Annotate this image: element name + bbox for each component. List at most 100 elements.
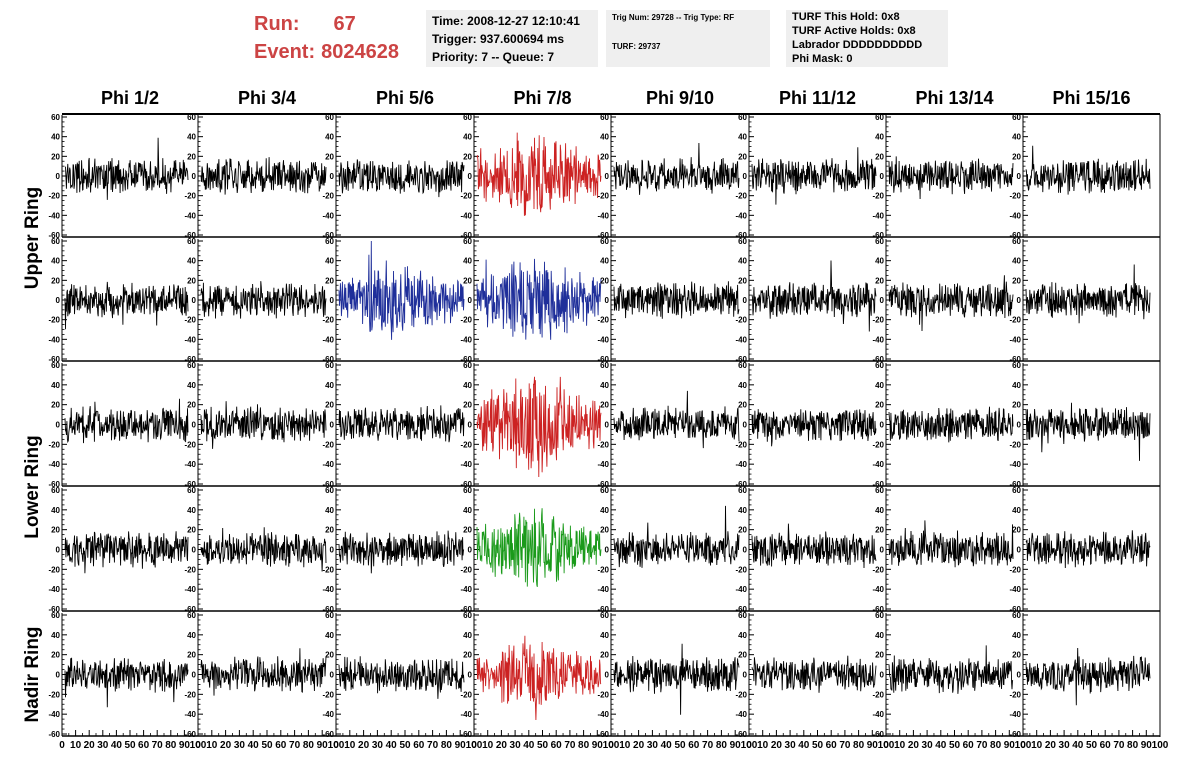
waveform-panel: -60 -40 -20 0 20 40 60 bbox=[322, 486, 465, 614]
y-tick-label: -60 bbox=[184, 355, 196, 364]
x-tick-label: 100 bbox=[878, 740, 895, 751]
y-tick-label: 40 bbox=[1012, 257, 1021, 266]
waveform-panel: -60 -40 -20 0 20 40 60 bbox=[872, 611, 1014, 739]
x-tick-label: 30 bbox=[234, 740, 246, 751]
y-tick-label: 60 bbox=[463, 113, 472, 122]
y-tick-label: -20 bbox=[1009, 316, 1021, 325]
y-tick-label: 0 bbox=[192, 296, 197, 305]
waveform-trace bbox=[751, 409, 877, 447]
y-tick-label: 60 bbox=[187, 611, 196, 620]
y-tick-label: -40 bbox=[597, 460, 609, 469]
y-tick-label: -20 bbox=[322, 440, 334, 449]
waveform-trace bbox=[751, 655, 877, 693]
y-tick-label: 60 bbox=[600, 611, 609, 620]
x-tick-label: 60 bbox=[963, 740, 975, 751]
y-tick-label: -40 bbox=[322, 335, 334, 344]
x-tick-label: 70 bbox=[839, 740, 851, 751]
y-tick-label: -40 bbox=[1009, 211, 1021, 220]
y-tick-label: 20 bbox=[463, 526, 472, 535]
phi-mask-text: Phi Mask: 0 bbox=[792, 53, 853, 65]
row-title: Lower Ring bbox=[22, 435, 43, 538]
y-tick-label: 20 bbox=[187, 401, 196, 410]
y-tick-label: 20 bbox=[187, 651, 196, 660]
y-tick-label: 0 bbox=[330, 671, 335, 680]
y-tick-label: 60 bbox=[600, 486, 609, 495]
waveform-panel: -60 -40 -20 0 20 40 60 bbox=[597, 113, 740, 240]
waveform-panel: -60 -40 -20 0 20 40 60 bbox=[48, 237, 189, 364]
turf-hold-text: TURF This Hold: 0x8 bbox=[792, 11, 900, 23]
waveform-trace bbox=[476, 635, 602, 721]
x-tick-label: 0 bbox=[195, 740, 201, 751]
y-tick-label: -40 bbox=[322, 460, 334, 469]
waveform-trace bbox=[200, 648, 327, 696]
y-tick-label: -60 bbox=[48, 730, 60, 739]
x-tick-label: 50 bbox=[949, 740, 961, 751]
x-tick-label: 0 bbox=[746, 740, 752, 751]
y-tick-label: 20 bbox=[187, 526, 196, 535]
x-tick-label: 20 bbox=[771, 740, 783, 751]
y-tick-label: 60 bbox=[187, 237, 196, 246]
waveform-trace bbox=[476, 132, 602, 216]
waveform-panel: -60 -40 -20 0 20 40 60 bbox=[322, 611, 465, 739]
column-title: Phi 7/8 bbox=[513, 88, 571, 108]
x-tick-label: 50 bbox=[537, 740, 549, 751]
y-tick-label: 0 bbox=[192, 172, 197, 181]
x-tick-label: 90 bbox=[1004, 740, 1016, 751]
y-tick-label: 40 bbox=[1012, 133, 1021, 142]
x-tick-label: 50 bbox=[399, 740, 411, 751]
y-tick-label: 40 bbox=[325, 506, 334, 515]
x-tick-label: 50 bbox=[674, 740, 686, 751]
y-tick-label: -40 bbox=[48, 460, 60, 469]
y-tick-label: 20 bbox=[1012, 651, 1021, 660]
x-tick-label: 10 bbox=[757, 740, 769, 751]
y-tick-label: -20 bbox=[735, 690, 747, 699]
y-tick-label: 0 bbox=[468, 546, 473, 555]
waveform-panel: -60 -40 -20 0 20 40 60 bbox=[1009, 486, 1151, 614]
x-tick-label: 30 bbox=[922, 740, 934, 751]
y-tick-label: -20 bbox=[322, 316, 334, 325]
y-tick-label: -20 bbox=[872, 440, 884, 449]
y-tick-label: 20 bbox=[875, 401, 884, 410]
y-tick-label: 20 bbox=[51, 526, 60, 535]
waveform-trace bbox=[888, 645, 1014, 694]
y-tick-label: 60 bbox=[738, 237, 747, 246]
x-tick-label: 20 bbox=[220, 740, 232, 751]
waveform-panel: -60 -40 -20 0 20 40 60 bbox=[735, 237, 877, 364]
waveform-trace bbox=[1025, 402, 1151, 461]
y-tick-label: 60 bbox=[875, 237, 884, 246]
y-tick-label: -20 bbox=[184, 192, 196, 201]
x-tick-label: 70 bbox=[1113, 740, 1125, 751]
x-tick-label: 90 bbox=[592, 740, 604, 751]
waveform-panel: -60 -40 -20 0 20 40 60 bbox=[48, 361, 189, 489]
y-tick-label: 20 bbox=[738, 651, 747, 660]
y-tick-label: -20 bbox=[48, 192, 60, 201]
y-tick-label: 60 bbox=[463, 361, 472, 370]
y-tick-label: -40 bbox=[872, 211, 884, 220]
y-tick-label: -60 bbox=[597, 231, 609, 240]
y-tick-label: -40 bbox=[735, 710, 747, 719]
y-tick-label: 40 bbox=[187, 631, 196, 640]
y-tick-label: -40 bbox=[735, 585, 747, 594]
y-tick-label: -40 bbox=[322, 710, 334, 719]
row-title: Upper Ring bbox=[22, 187, 43, 289]
waveform-trace bbox=[613, 142, 740, 195]
y-tick-label: -40 bbox=[1009, 710, 1021, 719]
y-tick-label: 20 bbox=[187, 276, 196, 285]
x-tick-label: 60 bbox=[551, 740, 563, 751]
y-tick-label: -20 bbox=[872, 316, 884, 325]
y-tick-label: 60 bbox=[875, 113, 884, 122]
y-tick-label: 0 bbox=[743, 671, 748, 680]
waveform-panel: -60 -40 -20 0 20 40 60 bbox=[460, 113, 602, 240]
y-tick-label: -20 bbox=[1009, 192, 1021, 201]
trigger-text: Trigger: 937.600694 ms bbox=[432, 32, 565, 46]
y-tick-label: 0 bbox=[330, 421, 335, 430]
y-tick-label: -40 bbox=[1009, 335, 1021, 344]
waveform-panel: -60 -40 -20 0 20 40 60 bbox=[184, 237, 327, 364]
x-tick-label: 20 bbox=[633, 740, 645, 751]
y-tick-label: -40 bbox=[460, 211, 472, 220]
waveform-panel: -60 -40 -20 0 20 40 60 bbox=[735, 486, 877, 614]
x-tick-label: 100 bbox=[190, 740, 207, 751]
x-tick-label: 60 bbox=[688, 740, 700, 751]
y-tick-label: 20 bbox=[875, 276, 884, 285]
